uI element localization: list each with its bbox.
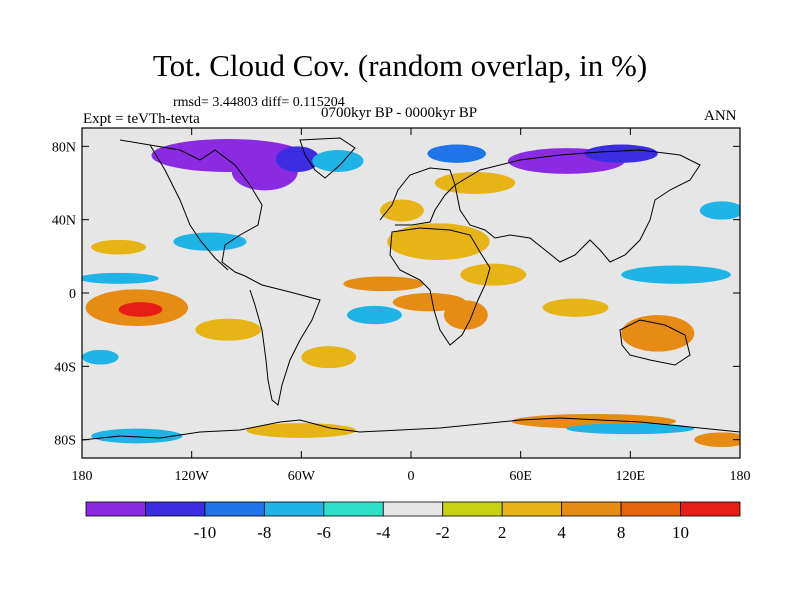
anomaly-patch <box>343 276 424 292</box>
coastline-greenland <box>299 137 356 179</box>
anomaly-patch <box>195 318 262 341</box>
x-tick-label: 180 <box>72 469 93 484</box>
x-tick-label: 120W <box>175 469 210 484</box>
anomaly-patch <box>246 423 357 438</box>
colorbar-label: -6 <box>317 523 331 542</box>
anomaly-patch <box>427 144 486 163</box>
anomaly-patch <box>118 302 163 317</box>
colorbar-swatch <box>204 501 265 517</box>
colorbar-swatch <box>145 501 206 517</box>
x-axis: 180 120W 60W 0 60E 120E 180 <box>72 128 751 484</box>
anomaly-patch <box>566 423 695 435</box>
colorbar-swatch <box>561 501 622 517</box>
anomaly-patch <box>312 150 364 172</box>
colorbar-label: -8 <box>257 523 271 542</box>
colorbar-label: -4 <box>376 523 391 542</box>
anomaly-patch <box>460 263 527 286</box>
anomaly-patch <box>91 428 183 444</box>
anomaly-patch <box>347 305 402 325</box>
colorbar-label: 4 <box>557 523 566 542</box>
coastlines <box>82 137 740 441</box>
anomaly-patch <box>699 201 740 220</box>
colorbar-swatch <box>263 501 325 517</box>
x-tick-label: 120E <box>616 469 646 484</box>
y-tick-label: 80S <box>54 434 76 449</box>
coastline-north-america <box>119 139 263 277</box>
x-tick-label: 0 <box>408 469 415 484</box>
coastline-africa <box>389 227 491 346</box>
anomaly-patch <box>82 349 119 365</box>
y-tick-label: 40N <box>52 214 76 229</box>
colorbar-label: 2 <box>498 523 507 542</box>
y-tick-label: 40S <box>54 360 76 375</box>
colorbar: -10 -8 -6 -4 -2 2 4 8 10 <box>85 501 741 542</box>
coastline-europe <box>379 167 456 226</box>
colorbar-label: 10 <box>672 523 689 542</box>
map-background <box>82 128 740 458</box>
colorbar-swatch <box>85 501 146 517</box>
colorbar-swatch <box>323 501 384 517</box>
coastline-north-america-west <box>149 144 229 271</box>
colorbar-swatch <box>620 501 681 517</box>
anomaly-patch <box>434 172 516 194</box>
y-tick-label: 80N <box>52 140 76 155</box>
x-tick-label: 60E <box>509 469 532 484</box>
coastline-asia <box>454 149 701 263</box>
anomaly-patch <box>91 239 146 255</box>
anomaly-patch <box>584 144 658 163</box>
coastline-australia <box>619 319 691 366</box>
coastline-antarctica <box>82 417 740 441</box>
anomaly-patch <box>392 293 466 312</box>
colorbar-label: -10 <box>194 523 217 542</box>
y-tick-label: 0 <box>69 287 76 302</box>
x-tick-label: 60W <box>288 469 316 484</box>
experiment-label: Expt = teVTh-tevta <box>83 111 200 127</box>
colorbar-swatch <box>501 501 563 517</box>
season-label: ANN <box>704 108 737 124</box>
anomaly-patch <box>275 146 320 173</box>
anomaly-patch <box>301 346 357 369</box>
anomaly-patch <box>443 300 488 330</box>
anomaly-patch <box>82 272 159 284</box>
plot-title: Tot. Cloud Cov. (random overlap, in %) <box>152 48 648 83</box>
anomaly-patch <box>173 232 247 251</box>
coastline-south-america <box>244 275 321 406</box>
period-label: 0700kyr BP - 0000kyr BP <box>321 105 478 121</box>
anomaly-patch <box>542 298 609 317</box>
y-axis: 80N 40N 0 40S 80S <box>52 140 740 449</box>
anomaly-field <box>82 139 740 447</box>
anomaly-patch <box>621 265 731 284</box>
anomaly-patch <box>379 199 424 222</box>
anomaly-patch <box>387 223 490 260</box>
anomaly-patch <box>621 315 695 352</box>
colorbar-label: 8 <box>617 523 626 542</box>
colorbar-swatch <box>680 501 741 517</box>
stats-label: rmsd= 3.44803 diff= 0.115204 <box>173 95 345 110</box>
colorbar-swatch <box>382 501 444 517</box>
anomaly-patch <box>694 432 740 447</box>
x-tick-label: 180 <box>730 469 751 484</box>
colorbar-label: -2 <box>436 523 450 542</box>
colorbar-swatch <box>442 501 503 517</box>
